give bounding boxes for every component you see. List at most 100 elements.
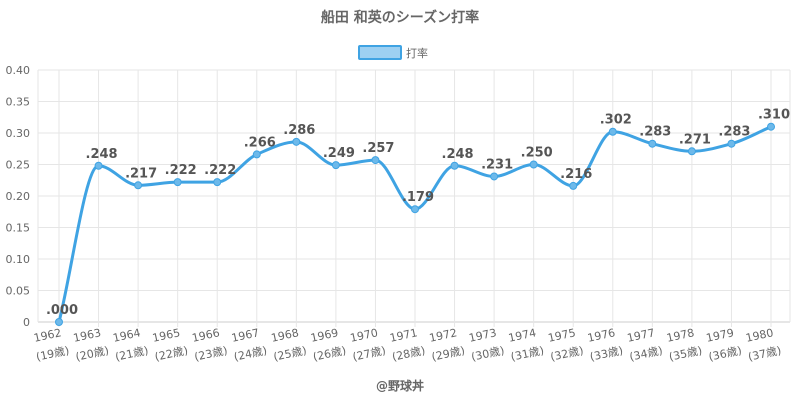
x-tick-age: (36歳) [707, 344, 743, 364]
y-tick-label: 0.40 [6, 64, 31, 77]
x-tick-year: 1970 [349, 326, 379, 345]
x-tick-age: (33歳) [589, 344, 625, 364]
legend-swatch[interactable] [358, 45, 402, 60]
x-tick-year: 1969 [309, 326, 339, 345]
x-tick-label: 1974(31歳) [507, 326, 546, 364]
x-tick-age: (31歳) [510, 344, 546, 364]
x-tick-age: (26歳) [312, 344, 348, 364]
y-axis: 0 0.05 0.10 0.15 0.20 0.25 0.30 0.35 0.40 [6, 64, 31, 329]
data-label: .231 [481, 157, 513, 172]
x-tick-age: (29歳) [430, 344, 466, 364]
data-point[interactable] [727, 139, 736, 148]
x-tick-year: 1973 [468, 326, 498, 345]
data-point[interactable] [173, 178, 182, 187]
data-label: .217 [125, 166, 157, 181]
data-label: .283 [639, 125, 671, 140]
x-tick-year: 1980 [745, 326, 775, 345]
x-tick-year: 1966 [191, 326, 221, 345]
x-tick-year: 1971 [389, 326, 419, 345]
x-tick-age: (27歳) [351, 344, 387, 364]
x-tick-year: 1967 [230, 326, 260, 345]
data-label: .271 [679, 132, 711, 147]
x-tick-label: 1975(32歳) [547, 326, 585, 364]
x-tick-age: (34歳) [628, 344, 664, 364]
y-tick-label: 0.10 [6, 253, 31, 266]
data-labels: .000 .248 .217 .222 .222 .266 .286 .249 .257 .179… [46, 108, 790, 318]
data-label: .179 [402, 190, 434, 205]
data-point[interactable] [134, 181, 143, 190]
x-axis: 1962(19歳)1963(20歳)1964(21歳)1965(22歳)1966… [33, 326, 783, 364]
data-label: .222 [204, 163, 236, 178]
data-point[interactable] [450, 161, 459, 170]
data-point[interactable] [55, 318, 63, 326]
data-point[interactable] [411, 205, 419, 214]
x-tick-label: 1979(36歳) [705, 326, 743, 364]
data-point[interactable] [608, 127, 617, 136]
y-tick-label: 0.35 [6, 96, 31, 109]
data-point[interactable] [569, 181, 578, 190]
x-tick-age: (21歳) [114, 344, 150, 364]
data-label: .310 [758, 108, 790, 123]
data-label: .222 [165, 163, 197, 178]
x-tick-year: 1972 [428, 326, 458, 345]
credit-label: @野球丼 [376, 378, 424, 393]
x-tick-year: 1975 [547, 326, 577, 345]
x-tick-label: 1964(21歳) [112, 326, 150, 364]
x-tick-year: 1979 [705, 326, 735, 345]
data-point[interactable] [292, 137, 301, 146]
x-tick-age: (28歳) [391, 344, 427, 364]
x-tick-label: 1969(26歳) [309, 326, 348, 364]
data-point[interactable] [529, 160, 538, 169]
data-point[interactable] [213, 178, 222, 187]
data-point[interactable] [767, 122, 775, 131]
x-tick-age: (30歳) [470, 344, 506, 364]
x-tick-label: 1978(35歳) [665, 326, 704, 364]
x-tick-age: (37歳) [747, 344, 783, 364]
data-label: .286 [283, 123, 315, 138]
legend-label[interactable]: 打率 [406, 46, 428, 60]
x-tick-year: 1964 [112, 326, 142, 345]
x-tick-age: (23歳) [193, 344, 229, 364]
data-point[interactable] [252, 150, 261, 159]
grid-lines [37, 69, 791, 327]
data-point[interactable] [687, 147, 696, 156]
data-label: .248 [86, 147, 118, 162]
x-tick-age: (35歳) [668, 344, 704, 364]
data-label: .257 [362, 141, 394, 156]
data-point[interactable] [371, 156, 380, 165]
x-tick-age: (19歳) [35, 344, 71, 364]
y-tick-label: 0.15 [6, 222, 31, 235]
data-label: .266 [244, 135, 276, 150]
data-label: .000 [46, 303, 78, 318]
x-tick-age: (25歳) [272, 344, 308, 364]
x-tick-label: 1967(24歳) [230, 326, 268, 363]
legend[interactable]: 打率 [358, 45, 428, 60]
y-tick-label: 0.05 [6, 285, 31, 298]
data-point[interactable] [94, 161, 103, 170]
y-tick-label: 0.25 [6, 159, 31, 172]
x-tick-age: (20歳) [74, 344, 110, 364]
data-point[interactable] [648, 139, 657, 148]
data-label: .248 [442, 147, 474, 162]
x-tick-label: 1980(37歳) [745, 326, 783, 364]
data-point[interactable] [331, 161, 340, 170]
series-batting-average [55, 122, 775, 326]
x-tick-label: 1963(20歳) [72, 326, 110, 364]
x-tick-label: 1968(25歳) [270, 326, 308, 364]
x-tick-age: (32歳) [549, 344, 585, 364]
x-tick-label: 1970(27歳) [349, 326, 387, 364]
x-tick-label: 1962(19歳) [33, 326, 71, 364]
x-tick-year: 1963 [72, 326, 102, 345]
data-label: .250 [521, 146, 553, 161]
x-tick-year: 1965 [151, 326, 181, 345]
x-tick-label: 1966(23歳) [191, 326, 229, 364]
y-tick-label: 0.20 [6, 190, 31, 203]
y-tick-label: 0 [23, 316, 30, 329]
x-tick-year: 1976 [586, 326, 616, 345]
data-label: .283 [718, 125, 750, 140]
x-tick-label: 1972(29歳) [428, 326, 466, 364]
y-tick-label: 0.30 [6, 127, 31, 140]
data-point[interactable] [490, 172, 499, 181]
